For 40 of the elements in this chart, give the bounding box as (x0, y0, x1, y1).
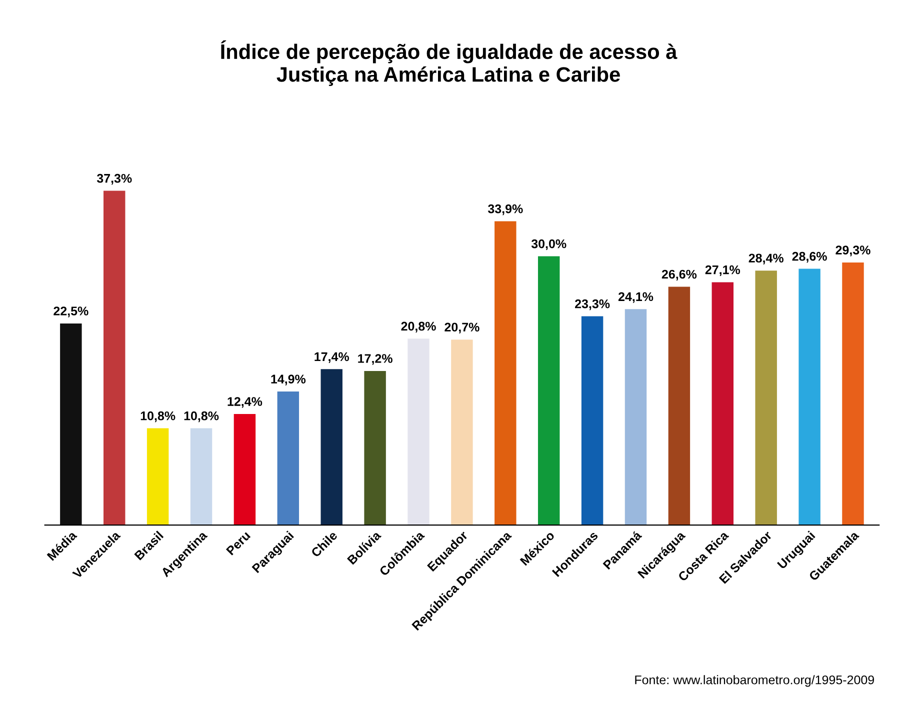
bar (190, 428, 212, 526)
bar (451, 340, 473, 526)
bar (712, 282, 734, 526)
bar (146, 428, 169, 526)
data-label: 20,7% (444, 322, 480, 334)
bar (104, 190, 126, 526)
bar (60, 323, 82, 526)
bar (494, 221, 516, 526)
data-label: 12,4% (228, 397, 262, 408)
bar (581, 316, 604, 526)
data-label: 37,3% (96, 174, 132, 185)
data-label: 29,3% (836, 246, 870, 256)
data-label: 24,1% (618, 292, 654, 303)
bar (624, 309, 647, 526)
bar (320, 369, 342, 526)
bar (798, 268, 820, 526)
data-label: 17,2% (358, 354, 392, 365)
bar (755, 270, 777, 526)
data-label: 22,5% (54, 306, 88, 318)
data-label: 30,0% (531, 239, 566, 250)
data-label: 23,3% (575, 299, 610, 310)
bar (668, 286, 690, 526)
data-label: 14,9% (271, 374, 306, 386)
data-label: 28,4% (748, 254, 784, 264)
data-label: 10,8% (184, 411, 219, 422)
bar (364, 370, 386, 526)
bar (234, 414, 256, 526)
data-label: 17,4% (314, 352, 350, 363)
data-label: 28,6% (792, 252, 827, 263)
data-label: 26,6% (662, 270, 697, 280)
data-label: 10,8% (140, 411, 176, 422)
bar (842, 262, 864, 526)
data-label: 27,1% (705, 265, 740, 276)
bar (408, 338, 430, 526)
bar (538, 256, 560, 526)
chart-title: Índice de percepção de igualdade de acesso à Justiça na América Latina e Caribe (220, 40, 678, 86)
data-label: 33,9% (488, 204, 523, 216)
source-note: Fonte: www.latinobarometro.org/1995-2009 (635, 675, 874, 687)
bar (277, 392, 300, 526)
data-label: 20,8% (401, 322, 436, 332)
